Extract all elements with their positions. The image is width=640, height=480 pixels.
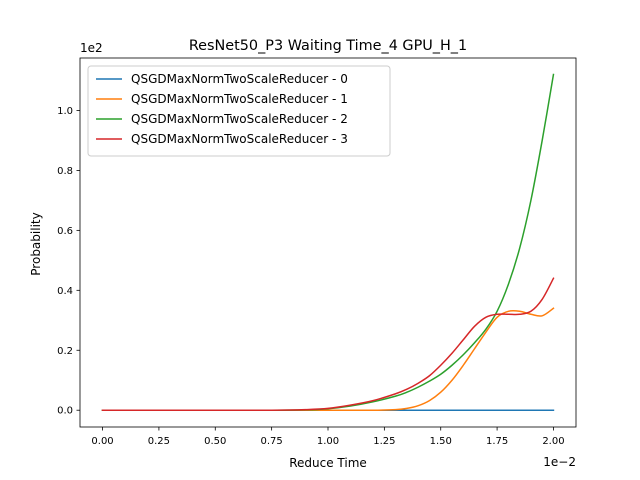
x-tick-label: 0.00 [91, 436, 113, 447]
x-offset-label: 1e−2 [543, 455, 576, 469]
x-tick-label: 1.50 [430, 436, 452, 447]
x-tick-label: 0.50 [204, 436, 226, 447]
legend: QSGDMaxNormTwoScaleReducer - 0 QSGDMaxNor… [87, 65, 391, 157]
legend-label: QSGDMaxNormTwoScaleReducer - 2 [131, 112, 348, 126]
y-tick-label: 0.8 [57, 166, 73, 177]
legend-label: QSGDMaxNormTwoScaleReducer - 0 [131, 72, 348, 86]
y-tick-label: 1.0 [57, 106, 73, 117]
x-tick-label: 1.75 [486, 436, 508, 447]
series-lines [101, 73, 555, 412]
y-offset-label: 1e2 [80, 41, 103, 55]
plot-area [79, 57, 577, 428]
x-axis: 0.00 0.25 0.50 0.75 1.00 1.25 1.50 1.75 2.00 [91, 427, 565, 447]
y-axis-label: Probability [29, 212, 43, 275]
legend-label: QSGDMaxNormTwoScaleReducer - 1 [131, 92, 348, 106]
y-axis: 0.0 0.2 0.4 0.6 0.8 1.0 [57, 106, 80, 417]
x-tick-label: 0.25 [148, 436, 170, 447]
y-tick-label: 0.4 [57, 286, 73, 297]
chart-title: ResNet50_P3 Waiting Time_4 GPU_H_1 [189, 38, 467, 54]
legend-label: QSGDMaxNormTwoScaleReducer - 3 [131, 132, 348, 146]
y-tick-label: 0.2 [57, 346, 73, 357]
x-tick-label: 1.25 [373, 436, 395, 447]
y-tick-label: 0.0 [57, 406, 73, 417]
x-axis-label: Reduce Time [289, 456, 367, 470]
legend-box [87, 65, 391, 157]
x-tick-label: 2.00 [542, 436, 564, 447]
x-tick-label: 0.75 [261, 436, 283, 447]
x-tick-label: 1.00 [317, 436, 339, 447]
series-line-3 [101, 277, 555, 412]
y-tick-label: 0.6 [57, 226, 73, 237]
